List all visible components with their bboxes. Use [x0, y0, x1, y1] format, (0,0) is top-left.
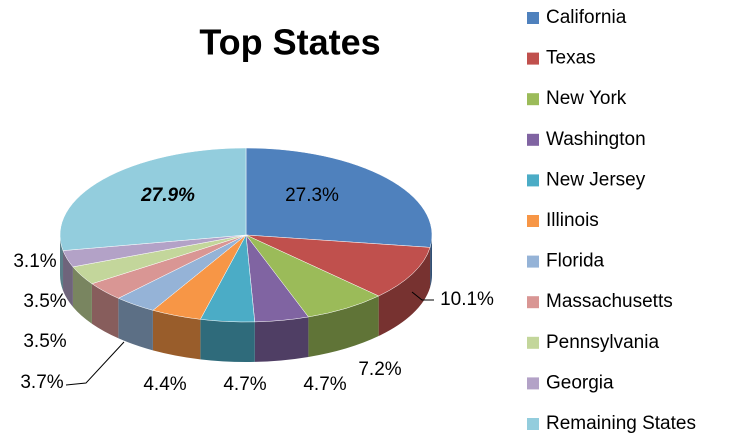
slice — [245, 147, 433, 248]
leader-line — [411, 291, 434, 301]
slice — [245, 234, 431, 297]
legend-swatch — [527, 418, 539, 430]
legend-label: New York — [546, 88, 627, 109]
slice-side — [72, 266, 92, 324]
legend-swatch — [527, 133, 539, 146]
data-label: 3.5% — [23, 331, 66, 352]
legend-label: New Jersey — [546, 169, 646, 190]
data-label: 3.7% — [20, 372, 63, 393]
legend-label: Georgia — [546, 372, 614, 393]
legend-swatch — [527, 52, 539, 65]
legend-swatch — [527, 336, 539, 349]
legend-label: California — [546, 7, 627, 28]
slice — [59, 147, 247, 251]
data-label: 3.5% — [23, 291, 66, 312]
legend-label: Washington — [546, 129, 646, 150]
legend-label: Texas — [546, 48, 596, 69]
legend-label: Florida — [546, 251, 605, 272]
slice-side — [200, 319, 255, 362]
slice-side — [91, 283, 119, 339]
legend-label: Remaining States — [546, 413, 696, 434]
legend-swatch — [527, 12, 539, 24]
data-label: 4.4% — [143, 374, 186, 395]
slice-side — [308, 295, 379, 357]
legend-label: Pennsylvania — [546, 332, 659, 353]
data-label: 10.1% — [440, 289, 494, 310]
legend-label: Illinois — [546, 210, 599, 231]
slice-side — [118, 298, 153, 351]
legend-swatch — [527, 174, 539, 187]
legend-swatch — [527, 93, 539, 106]
data-label: 3.1% — [13, 251, 56, 272]
legend-swatch — [527, 296, 539, 309]
chart-title: Top States — [199, 22, 380, 63]
leader-line — [65, 341, 125, 386]
data-label: 27.9% — [140, 185, 195, 206]
slice-side — [63, 250, 73, 307]
data-label: 27.3% — [285, 185, 339, 206]
slice-side — [152, 310, 201, 360]
slice-side — [430, 235, 432, 288]
data-label: 4.7% — [303, 374, 346, 395]
legend-swatch — [527, 377, 539, 390]
legend-swatch — [527, 255, 539, 268]
legend-label: Massachusetts — [546, 291, 673, 312]
data-label: 7.2% — [358, 359, 401, 380]
legend-swatch — [527, 215, 539, 227]
slice-side — [254, 316, 309, 362]
data-label: 4.7% — [223, 374, 266, 395]
